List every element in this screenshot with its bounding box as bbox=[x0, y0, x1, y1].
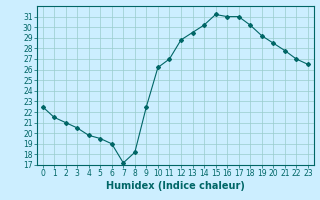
X-axis label: Humidex (Indice chaleur): Humidex (Indice chaleur) bbox=[106, 181, 244, 191]
